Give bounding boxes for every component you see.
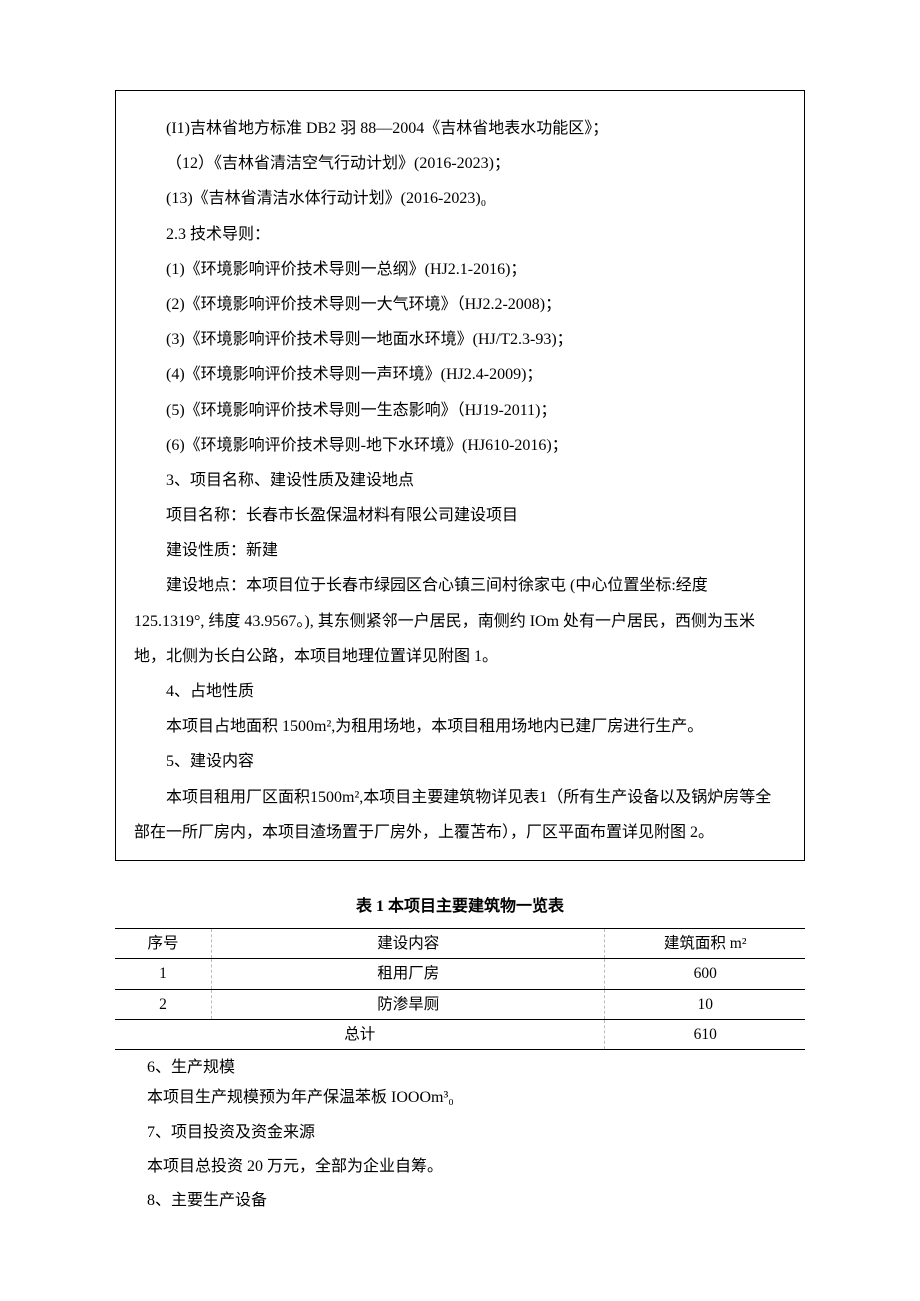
table-total-value: 610 — [605, 1019, 805, 1049]
table-total-label: 总计 — [115, 1019, 605, 1049]
table-total-row: 总计 610 — [115, 1019, 805, 1049]
section-5-body: 本项目租用厂区面积1500m²,本项目主要建筑物详见表1（所有生产设备以及锅炉房… — [134, 780, 786, 850]
after-table-block: 6、生产规模 本项目生产规模预为年产保温苯板 IOOOm³₀ 7、项目投资及资金… — [115, 1054, 805, 1219]
bordered-content-box: (I1)吉林省地方标准 DB2 羽 88—2004《吉林省地表水功能区》； （1… — [115, 90, 805, 861]
section-4-body: 本项目占地面积 1500m²,为租用场地，本项目租用场地内已建厂房进行生产。 — [134, 709, 786, 744]
project-name-line: 项目名称：长春市长盈保温材料有限公司建设项目 — [134, 498, 786, 533]
guideline-1: (1)《环境影响评价技术导则一总纲》(HJ2.1-2016)； — [134, 252, 786, 287]
location-line-1: 建设地点：本项目位于长春市绿园区合心镇三间村徐家屯 (中心位置坐标:经度 — [134, 568, 786, 603]
section-3-title: 3、项目名称、建设性质及建设地点 — [134, 463, 786, 498]
document-page: (I1)吉林省地方标准 DB2 羽 88—2004《吉林省地表水功能区》； （1… — [0, 0, 920, 1279]
section-7-body: 本项目总投资 20 万元，全部为企业自筹。 — [115, 1150, 805, 1184]
table-1: 序号 建设内容 建筑面积 m² 1 租用厂房 600 2 防渗旱厕 10 总计 … — [115, 928, 805, 1050]
construction-nature-line: 建设性质：新建 — [134, 533, 786, 568]
guideline-6: (6)《环境影响评价技术导则-地下水环境》(HJ610-2016)； — [134, 428, 786, 463]
table-header-area: 建筑面积 m² — [605, 929, 805, 959]
section-5-title: 5、建设内容 — [134, 744, 786, 779]
table-cell: 防渗旱厕 — [212, 989, 605, 1019]
table-cell: 600 — [605, 959, 805, 989]
table-header-seq: 序号 — [115, 929, 212, 959]
table-row: 1 租用厂房 600 — [115, 959, 805, 989]
table-cell: 1 — [115, 959, 212, 989]
section-8-title: 8、主要生产设备 — [115, 1184, 805, 1218]
list-item-11: (I1)吉林省地方标准 DB2 羽 88—2004《吉林省地表水功能区》； — [134, 111, 786, 146]
section-7-title: 7、项目投资及资金来源 — [115, 1116, 805, 1150]
guideline-5: (5)《环境影响评价技术导则一生态影响》（HJ19-2011)； — [134, 393, 786, 428]
table-header-content: 建设内容 — [212, 929, 605, 959]
section-6-title: 6、生产规模 — [115, 1054, 805, 1081]
location-line-2: 125.1319°, 纬度 43.9567。), 其东侧紧邻一户居民，南侧约 I… — [134, 604, 786, 674]
table-row: 2 防渗旱厕 10 — [115, 989, 805, 1019]
table-header-row: 序号 建设内容 建筑面积 m² — [115, 929, 805, 959]
section-2-3-title: 2.3 技术导则： — [134, 217, 786, 252]
table-cell: 2 — [115, 989, 212, 1019]
table-1-title: 表 1 本项目主要建筑物一览表 — [115, 889, 805, 924]
list-item-13: (13)《吉林省清洁水体行动计划》(2016-2023)₀ — [134, 181, 786, 216]
list-item-12: （12）《吉林省清洁空气行动计划》(2016-2023)； — [134, 146, 786, 181]
guideline-3: (3)《环境影响评价技术导则一地面水环境》(HJ/T2.3-93)； — [134, 322, 786, 357]
table-cell: 租用厂房 — [212, 959, 605, 989]
section-4-title: 4、占地性质 — [134, 674, 786, 709]
section-6-body: 本项目生产规模预为年产保温苯板 IOOOm³₀ — [115, 1081, 805, 1115]
table-cell: 10 — [605, 989, 805, 1019]
guideline-4: (4)《环境影响评价技术导则一声环境》(HJ2.4-2009)； — [134, 357, 786, 392]
guideline-2: (2)《环境影响评价技术导则一大气环境》（HJ2.2-2008)； — [134, 287, 786, 322]
